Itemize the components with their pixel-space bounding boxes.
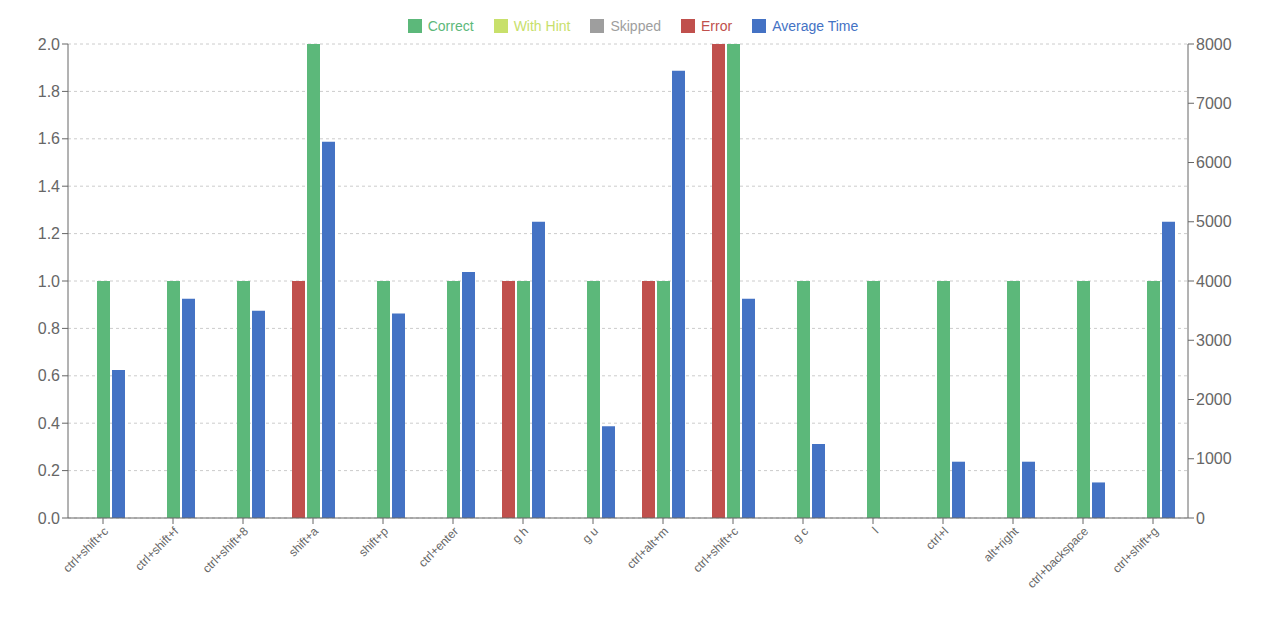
svg-text:l: l (869, 524, 881, 536)
svg-text:0.4: 0.4 (38, 415, 60, 432)
svg-text:1000: 1000 (1196, 450, 1232, 467)
svg-text:0.2: 0.2 (38, 462, 60, 479)
html-text:Skipped: Skipped (610, 18, 661, 34)
svg-text:2.0: 2.0 (38, 36, 60, 53)
svg-text:3000: 3000 (1196, 332, 1232, 349)
svg-text:ctrl+shift+8: ctrl+shift+8 (200, 524, 252, 576)
svg-text:1.0: 1.0 (38, 273, 60, 290)
svg-text:shift+a: shift+a (286, 524, 321, 559)
svg-text:1.8: 1.8 (38, 83, 60, 100)
svg-text:1.6: 1.6 (38, 130, 60, 147)
svg-text:5000: 5000 (1196, 213, 1232, 230)
svg-text:ctrl+enter: ctrl+enter (416, 524, 462, 570)
svg-text:ctrl+shift+c: ctrl+shift+c (690, 524, 741, 575)
svg-text:ctrl+backspace: ctrl+backspace (1024, 524, 1091, 591)
svg-text:alt+right: alt+right (981, 524, 1022, 565)
svg-text:ctrl+shift+g: ctrl+shift+g (1110, 524, 1161, 575)
svg-text:0.0: 0.0 (38, 510, 60, 527)
svg-text:g u: g u (579, 524, 601, 546)
html-text:With Hint: With Hint (513, 18, 571, 34)
svg-text:0.6: 0.6 (38, 367, 60, 384)
svg-text:6000: 6000 (1196, 154, 1232, 171)
svg-text:2000: 2000 (1196, 391, 1232, 408)
svg-text:7000: 7000 (1196, 95, 1232, 112)
svg-text:ctrl+shift+f: ctrl+shift+f (132, 524, 182, 574)
svg-text:ctrl+shift+c: ctrl+shift+c (60, 524, 111, 575)
svg-text:8000: 8000 (1196, 36, 1232, 53)
svg-text:4000: 4000 (1196, 273, 1232, 290)
svg-text:1.4: 1.4 (38, 178, 60, 195)
svg-text:0.8: 0.8 (38, 320, 60, 337)
svg-text:g h: g h (509, 524, 531, 546)
html-text:Average Time: Average Time (772, 18, 859, 34)
svg-text:g c: g c (790, 524, 811, 545)
svg-text:ctrl+l: ctrl+l (923, 524, 951, 552)
svg-text:0: 0 (1196, 510, 1205, 527)
svg-text:shift+p: shift+p (356, 524, 391, 559)
svg-text:1.2: 1.2 (38, 225, 60, 242)
html-text:Error: Error (701, 18, 733, 34)
html-text:Correct: Correct (427, 18, 474, 34)
svg-text:ctrl+alt+m: ctrl+alt+m (624, 524, 671, 571)
